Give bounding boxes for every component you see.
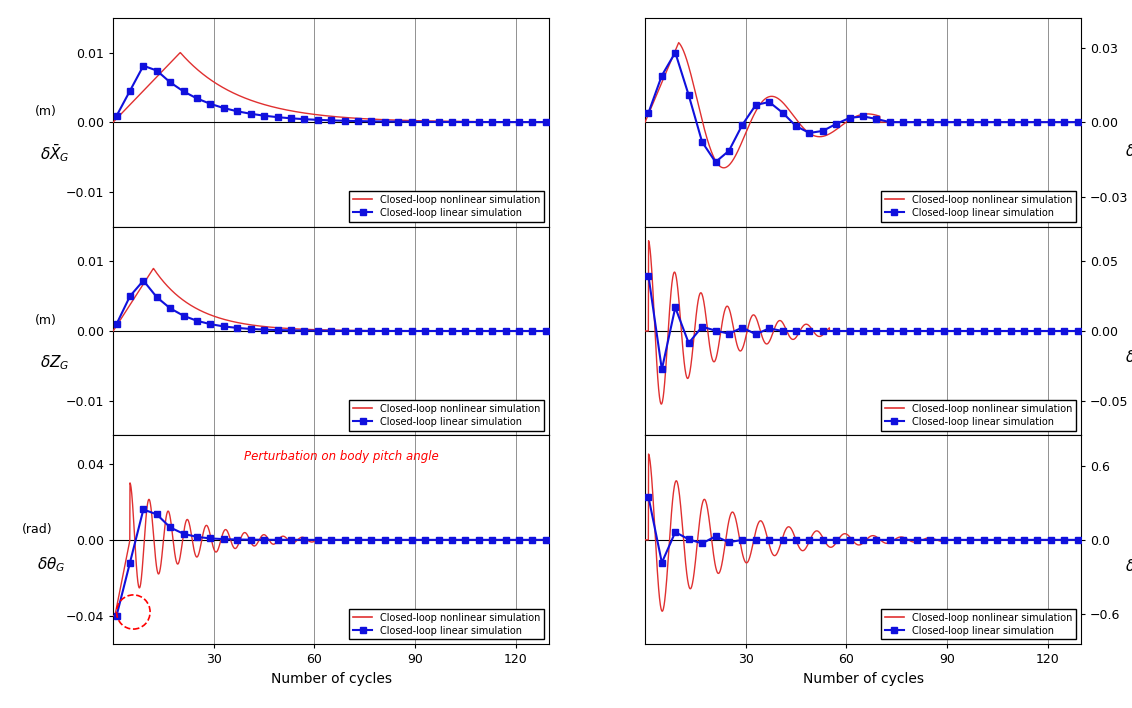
Legend: Closed-loop nonlinear simulation, Closed-loop linear simulation: Closed-loop nonlinear simulation, Closed… — [881, 609, 1077, 639]
Text: $\delta\dot{\theta}_G$: $\delta\dot{\theta}_G$ — [1125, 553, 1132, 577]
Text: Perturbation on body pitch angle: Perturbation on body pitch angle — [245, 450, 439, 464]
Text: $\delta\dot{Z}_G$: $\delta\dot{Z}_G$ — [1125, 344, 1132, 368]
Text: $\delta Z_G$: $\delta Z_G$ — [40, 353, 69, 372]
X-axis label: Number of cycles: Number of cycles — [271, 672, 392, 686]
Legend: Closed-loop nonlinear simulation, Closed-loop linear simulation: Closed-loop nonlinear simulation, Closed… — [349, 400, 544, 430]
Legend: Closed-loop nonlinear simulation, Closed-loop linear simulation: Closed-loop nonlinear simulation, Closed… — [349, 191, 544, 222]
Text: $\delta\dot{\bar{X}}_G$: $\delta\dot{\bar{X}}_G$ — [1125, 134, 1132, 161]
Legend: Closed-loop nonlinear simulation, Closed-loop linear simulation: Closed-loop nonlinear simulation, Closed… — [881, 400, 1077, 430]
Text: $\delta\bar{X}_G$: $\delta\bar{X}_G$ — [40, 142, 69, 164]
Legend: Closed-loop nonlinear simulation, Closed-loop linear simulation: Closed-loop nonlinear simulation, Closed… — [881, 191, 1077, 222]
Text: (m): (m) — [35, 105, 57, 118]
Legend: Closed-loop nonlinear simulation, Closed-loop linear simulation: Closed-loop nonlinear simulation, Closed… — [349, 609, 544, 639]
Text: (rad): (rad) — [22, 523, 52, 536]
X-axis label: Number of cycles: Number of cycles — [803, 672, 924, 686]
Text: (m): (m) — [35, 314, 57, 327]
Text: $\delta\theta_G$: $\delta\theta_G$ — [37, 556, 66, 574]
